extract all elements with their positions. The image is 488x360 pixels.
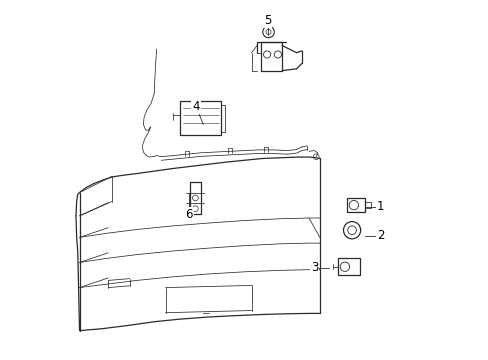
Text: 3: 3 xyxy=(310,261,318,274)
Text: 4: 4 xyxy=(192,100,200,113)
Text: 2: 2 xyxy=(376,229,384,242)
Text: 1: 1 xyxy=(376,201,384,213)
Text: 6: 6 xyxy=(185,208,192,221)
Text: 5: 5 xyxy=(264,14,271,27)
Bar xyxy=(346,198,365,212)
Bar xyxy=(337,258,359,275)
Bar xyxy=(180,101,221,135)
